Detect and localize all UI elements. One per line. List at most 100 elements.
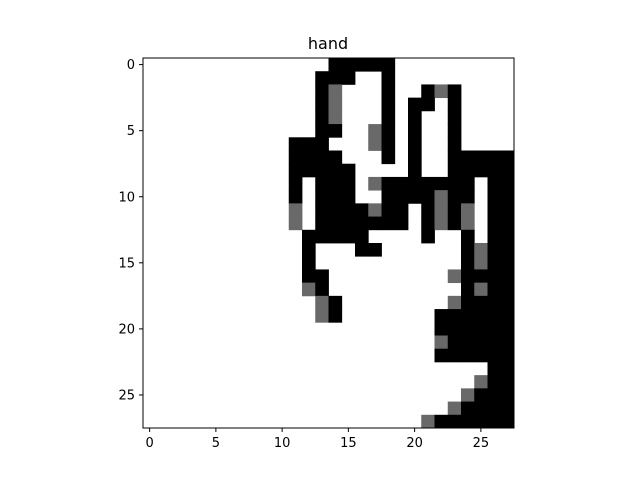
plot-frame: [142, 57, 515, 429]
heatmap-cell: [487, 216, 502, 231]
heatmap-cell: [461, 348, 475, 363]
heatmap-cell: [288, 137, 303, 151]
y-tick-label: 0: [127, 58, 135, 73]
heatmap-cell: [315, 163, 329, 178]
heatmap-cell: [447, 110, 462, 125]
heatmap-cell: [288, 150, 303, 165]
x-axis: 0 5 10 15 20 25: [145, 428, 489, 451]
heatmap-cell: [408, 124, 422, 138]
heatmap-cell: [408, 97, 422, 112]
heatmap-cell: [302, 150, 316, 165]
y-tick-label: 10: [118, 190, 135, 205]
heatmap-cell: [341, 176, 356, 191]
heatmap-cell: [500, 243, 515, 257]
heatmap-cell: [328, 309, 343, 323]
heatmap-cell: [421, 203, 435, 217]
heatmap-cell: [341, 216, 356, 231]
heatmap-cell: [474, 269, 488, 284]
heatmap-cell: [461, 229, 475, 244]
heatmap-cell: [315, 203, 329, 217]
heatmap-cell: [447, 137, 462, 151]
heatmap-cells: [288, 58, 515, 429]
heatmap-cell: [447, 176, 462, 191]
heatmap-cell: [302, 282, 316, 297]
heatmap-cell: [461, 176, 475, 191]
heatmap-cell: [474, 348, 488, 363]
heatmap-cell: [447, 150, 462, 165]
heatmap-cell: [315, 216, 329, 231]
heatmap-cell: [474, 150, 488, 165]
heatmap-cell: [461, 150, 475, 165]
heatmap-cell: [328, 58, 343, 72]
heatmap-cell: [487, 295, 502, 310]
heatmap-cell: [355, 58, 369, 72]
heatmap-cell: [328, 71, 343, 85]
heatmap-cell: [487, 150, 502, 165]
heatmap-cell: [381, 190, 396, 204]
heatmap-cell: [474, 309, 488, 323]
heatmap-cell: [368, 58, 382, 72]
heatmap-cell: [394, 216, 409, 231]
heatmap-cell: [447, 269, 462, 284]
heatmap-cell: [328, 216, 343, 231]
heatmap-cell: [487, 414, 502, 429]
heatmap-cell: [368, 203, 382, 217]
heatmap-cell: [474, 322, 488, 336]
x-tick-label: 0: [145, 436, 153, 451]
y-axis: 0 5 10 15 20 25: [118, 58, 143, 403]
heatmap-cell: [315, 190, 329, 204]
y-tick-label: 5: [127, 124, 135, 139]
x-tick-label: 20: [406, 436, 423, 451]
heatmap-cell: [474, 388, 488, 402]
heatmap-cell: [500, 361, 515, 376]
heatmap-cell: [421, 176, 435, 191]
heatmap-cell: [381, 71, 396, 85]
heatmap-cell: [447, 84, 462, 99]
heatmap-cell: [355, 243, 369, 257]
heatmap-cell: [421, 216, 435, 231]
heatmap-cell: [341, 229, 356, 244]
heatmap-cell: [315, 150, 329, 165]
heatmap-cell: [474, 163, 488, 178]
heatmap-cell: [487, 163, 502, 178]
heatmap-cell: [315, 137, 329, 151]
heatmap-cell: [487, 335, 502, 350]
heatmap-cell: [328, 163, 343, 178]
heatmap-cell: [461, 203, 475, 217]
heatmap-cell: [421, 229, 435, 244]
heatmap-cell: [447, 322, 462, 336]
heatmap-cell: [381, 137, 396, 151]
heatmap-cell: [461, 243, 475, 257]
heatmap-cell: [461, 335, 475, 350]
heatmap-cell: [487, 190, 502, 204]
heatmap-cell: [447, 124, 462, 138]
heatmap-cell: [368, 176, 382, 191]
heatmap-cell: [328, 295, 343, 310]
heatmap-cell: [447, 295, 462, 310]
heatmap-cell: [421, 190, 435, 204]
heatmap-cell: [447, 401, 462, 416]
heatmap-cell: [461, 401, 475, 416]
x-tick-label: 15: [340, 436, 357, 451]
x-tick-label: 25: [473, 436, 490, 451]
heatmap-cell: [434, 176, 449, 191]
heatmap-cell: [341, 190, 356, 204]
heatmap-cell: [500, 375, 515, 389]
heatmap-cell: [394, 190, 409, 204]
heatmap-cell: [302, 256, 316, 270]
heatmap-cell: [434, 335, 449, 350]
heatmap-cell: [315, 229, 329, 244]
heatmap-cell: [355, 203, 369, 217]
heatmap-cell: [315, 71, 329, 85]
heatmap-cell: [355, 229, 369, 244]
heatmap-cell: [461, 163, 475, 178]
heatmap-cell: [500, 335, 515, 350]
chart-title: hand: [308, 34, 348, 53]
heatmap-cell: [315, 282, 329, 297]
heatmap-cell: [315, 124, 329, 138]
heatmap-cell: [408, 137, 422, 151]
heatmap-cell: [500, 190, 515, 204]
x-tick-label: 10: [274, 436, 291, 451]
heatmap-cell: [421, 84, 435, 99]
